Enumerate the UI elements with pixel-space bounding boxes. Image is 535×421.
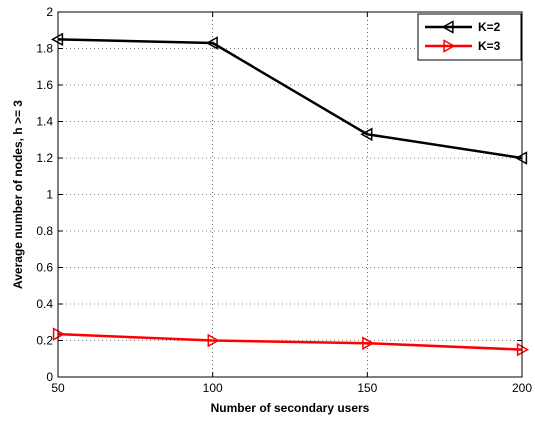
y-tick-label: 1.8 — [36, 42, 53, 56]
legend-label: K=2 — [478, 20, 501, 34]
y-tick-label: 1 — [46, 188, 53, 202]
series-2 — [52, 327, 530, 357]
legend-marker — [443, 39, 456, 53]
plot-frame — [57, 11, 523, 378]
x-tick-label: 200 — [512, 381, 532, 395]
data-point-marker — [514, 151, 528, 165]
series-1 — [50, 32, 528, 165]
legend-entry: K=2 — [425, 20, 501, 34]
y-tick-label: 0 — [46, 370, 53, 384]
legend: K=2K=3 — [417, 13, 522, 61]
y-tick-label: 0.4 — [36, 297, 53, 311]
y-tick-labels: 0 0.2 0.4 0.6 0.8 1 1.2 1.4 1.6 1.8 2 — [36, 5, 53, 384]
y-axis-label: Average number of nodes, h >= 3 — [11, 100, 25, 289]
y-tick-label: 0.2 — [36, 334, 53, 348]
data-point-marker — [362, 336, 375, 350]
x-axis-label: Number of secondary users — [211, 401, 370, 415]
data-point-marker — [207, 333, 220, 348]
x-tick-labels: 50 100 150 200 — [51, 381, 532, 395]
x-tick-label: 100 — [203, 381, 223, 395]
y-tick-label: 1.4 — [36, 115, 53, 129]
legend-box — [417, 13, 522, 61]
data-point-marker — [205, 36, 218, 50]
y-tick-label: 0.6 — [36, 261, 53, 275]
series-line — [57, 332, 523, 351]
y-tick-label: 0.8 — [36, 224, 53, 238]
data-point-marker — [360, 127, 373, 142]
series-lines — [50, 32, 530, 357]
y-tick-label: 2 — [46, 5, 53, 19]
series-line — [57, 38, 523, 160]
y-tick-label: 1.6 — [36, 78, 53, 92]
data-point-marker — [52, 327, 66, 341]
legend-marker — [441, 20, 454, 34]
legend-label: K=3 — [478, 39, 501, 53]
data-point-marker — [50, 32, 64, 47]
legend-entry: K=3 — [425, 39, 501, 53]
grid-lines — [58, 12, 522, 377]
data-point-marker — [516, 342, 530, 357]
x-tick-label: 50 — [51, 381, 65, 395]
y-tick-label: 1.2 — [36, 151, 53, 165]
x-tick-label: 150 — [357, 381, 377, 395]
